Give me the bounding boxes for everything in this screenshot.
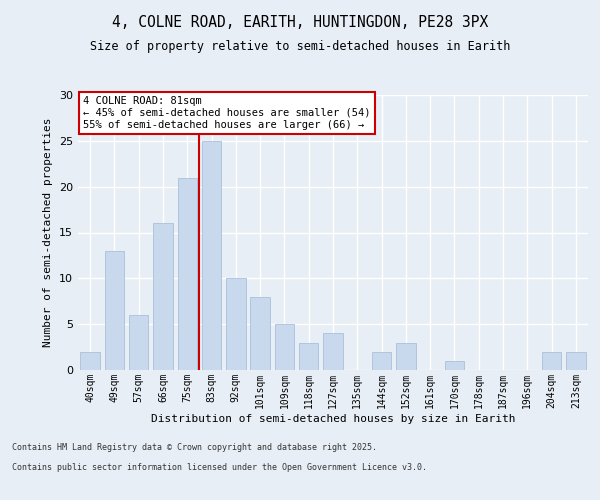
Text: Contains public sector information licensed under the Open Government Licence v3: Contains public sector information licen… xyxy=(12,462,427,471)
X-axis label: Distribution of semi-detached houses by size in Earith: Distribution of semi-detached houses by … xyxy=(151,414,515,424)
Bar xyxy=(299,342,319,370)
Bar xyxy=(323,334,343,370)
Bar xyxy=(445,361,464,370)
Bar xyxy=(275,324,294,370)
Bar xyxy=(105,251,124,370)
Bar xyxy=(153,224,173,370)
Bar xyxy=(129,315,148,370)
Bar xyxy=(226,278,245,370)
Bar xyxy=(566,352,586,370)
Bar xyxy=(250,296,270,370)
Bar xyxy=(178,178,197,370)
Text: Size of property relative to semi-detached houses in Earith: Size of property relative to semi-detach… xyxy=(90,40,510,53)
Text: 4, COLNE ROAD, EARITH, HUNTINGDON, PE28 3PX: 4, COLNE ROAD, EARITH, HUNTINGDON, PE28 … xyxy=(112,15,488,30)
Bar xyxy=(80,352,100,370)
Bar xyxy=(202,141,221,370)
Bar xyxy=(542,352,561,370)
Y-axis label: Number of semi-detached properties: Number of semi-detached properties xyxy=(43,118,53,347)
Bar xyxy=(396,342,416,370)
Bar xyxy=(372,352,391,370)
Text: 4 COLNE ROAD: 81sqm
← 45% of semi-detached houses are smaller (54)
55% of semi-d: 4 COLNE ROAD: 81sqm ← 45% of semi-detach… xyxy=(83,96,371,130)
Text: Contains HM Land Registry data © Crown copyright and database right 2025.: Contains HM Land Registry data © Crown c… xyxy=(12,442,377,452)
